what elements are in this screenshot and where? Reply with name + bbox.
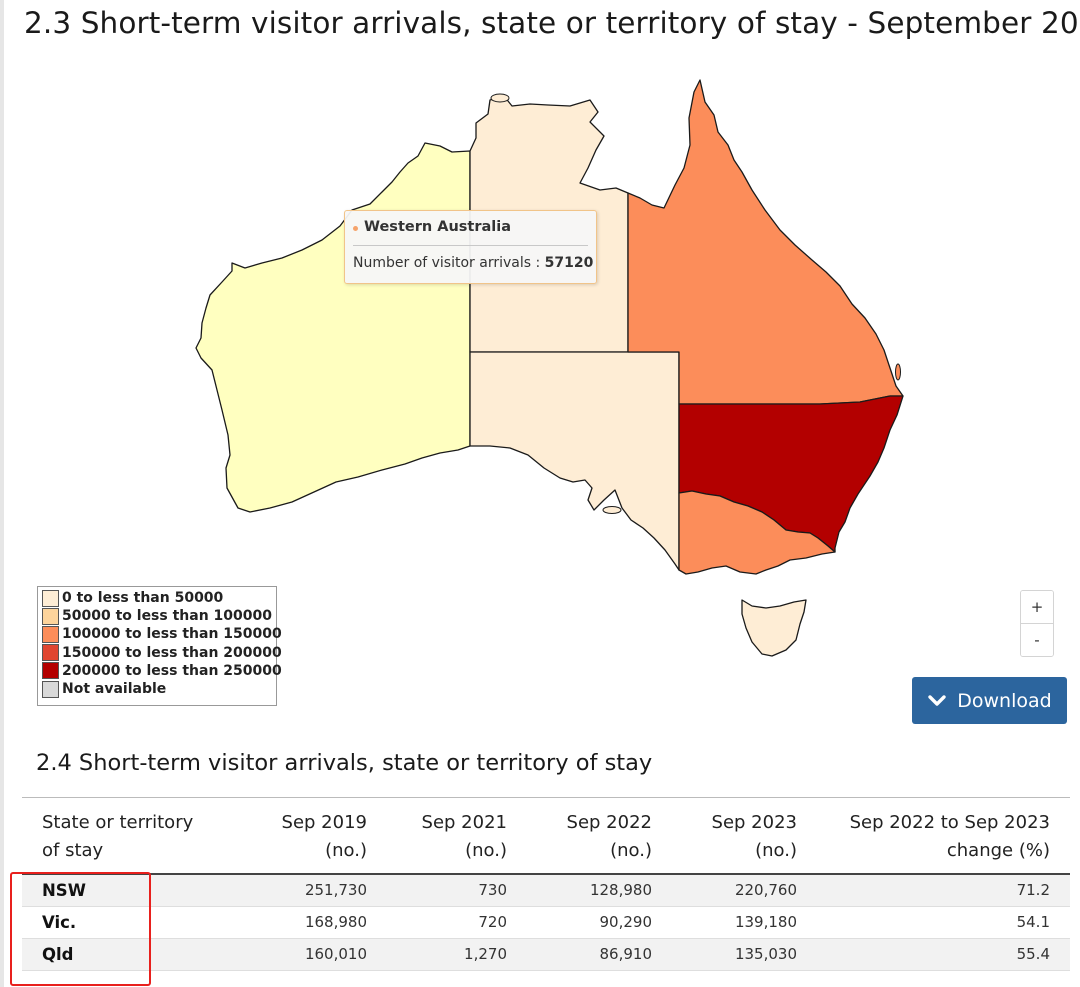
column-header: Sep 2021 (no.)	[387, 797, 527, 875]
legend-swatch	[42, 644, 59, 662]
column-header: Sep 2022 to Sep 2023 change (%)	[817, 797, 1070, 875]
region-victoria[interactable]	[678, 490, 836, 575]
tooltip-label: Number of visitor arrivals :	[353, 255, 545, 271]
legend-swatch	[42, 662, 59, 680]
tooltip-divider	[353, 245, 588, 246]
legend-item: 50000 to less than 100000	[42, 607, 272, 625]
legend-swatch	[42, 607, 59, 625]
download-label: Download	[957, 689, 1052, 712]
table-row: Vic. 168,980 720 90,290 139,180 54.1	[22, 906, 1070, 939]
chevron-down-icon	[928, 694, 946, 706]
tooltip-detail: Number of visitor arrivals : 57120	[353, 255, 593, 271]
row-state: NSW	[22, 874, 232, 907]
legend-item: 200000 to less than 250000	[42, 662, 282, 680]
table-cell: 135,030	[672, 938, 817, 971]
region-tasmania[interactable]	[741, 599, 807, 657]
region-fraser-island	[895, 363, 901, 381]
table-title: 2.4 Short-term visitor arrivals, state o…	[36, 750, 653, 776]
table-cell: 220,760	[672, 874, 817, 907]
table-row: NSW 251,730 730 128,980 220,760 71.2	[22, 874, 1070, 907]
australia-map-svg[interactable]	[0, 50, 1080, 675]
legend-label: 0 to less than 50000	[62, 590, 224, 607]
legend-swatch	[42, 680, 59, 698]
legend-item: 100000 to less than 150000	[42, 625, 282, 643]
region-tooltip: Western Australia Number of visitor arri…	[344, 210, 597, 284]
table-cell: 90,290	[527, 906, 672, 939]
tooltip-region-name: Western Australia	[364, 219, 511, 235]
region-kangaroo-island	[602, 506, 622, 514]
table-cell: 1,270	[387, 938, 527, 971]
table-header-row: State or territory of stay Sep 2019 (no.) …	[22, 797, 1070, 875]
page-title: 2.3 Short-term visitor arrivals, state o…	[24, 6, 1080, 40]
map-legend: 0 to less than 50000 50000 to less than …	[37, 586, 282, 706]
left-edge-rule	[0, 0, 4, 987]
table-cell: 251,730	[232, 874, 387, 907]
tooltip-bullet-icon	[353, 226, 358, 231]
column-header: Sep 2019 (no.)	[232, 797, 387, 875]
region-melville-island	[490, 93, 510, 103]
region-south-australia[interactable]	[469, 351, 680, 571]
table-cell: 720	[387, 906, 527, 939]
legend-item: 0 to less than 50000	[42, 589, 272, 607]
table-cell: 139,180	[672, 906, 817, 939]
legend-label: 150000 to less than 200000	[62, 644, 282, 661]
zoom-control: + -	[1020, 590, 1054, 657]
legend-label: Not available	[62, 681, 167, 698]
table-cell: 730	[387, 874, 527, 907]
zoom-out-button[interactable]: -	[1021, 624, 1053, 656]
legend-swatch	[42, 625, 59, 643]
column-header: State or territory of stay	[22, 797, 232, 875]
column-header: Sep 2022 (no.)	[527, 797, 672, 875]
region-western-australia[interactable]	[195, 142, 471, 513]
row-state: Vic.	[22, 906, 232, 939]
table-row: Qld 160,010 1,270 86,910 135,030 55.4	[22, 938, 1070, 971]
arrivals-table: State or territory of stay Sep 2019 (no.) …	[22, 797, 1070, 971]
download-button[interactable]: Download	[912, 677, 1067, 724]
legend-label: 50000 to less than 100000	[62, 608, 272, 625]
table-cell: 55.4	[817, 938, 1070, 971]
legend-swatch	[42, 589, 59, 607]
legend-item: Not available	[42, 680, 272, 698]
legend-label: 100000 to less than 150000	[62, 626, 282, 643]
row-state: Qld	[22, 938, 232, 971]
table-cell: 71.2	[817, 874, 1070, 907]
table-cell: 54.1	[817, 906, 1070, 939]
table-cell: 168,980	[232, 906, 387, 939]
choropleth-map[interactable]: Western Australia Number of visitor arri…	[0, 50, 1080, 706]
column-header: Sep 2023 (no.)	[672, 797, 817, 875]
legend-item: 150000 to less than 200000	[42, 644, 282, 662]
legend-label: 200000 to less than 250000	[62, 662, 282, 679]
tooltip-value: 57120	[544, 255, 594, 271]
table-cell: 160,010	[232, 938, 387, 971]
table-cell: 86,910	[527, 938, 672, 971]
table-cell: 128,980	[527, 874, 672, 907]
zoom-in-button[interactable]: +	[1021, 591, 1053, 624]
